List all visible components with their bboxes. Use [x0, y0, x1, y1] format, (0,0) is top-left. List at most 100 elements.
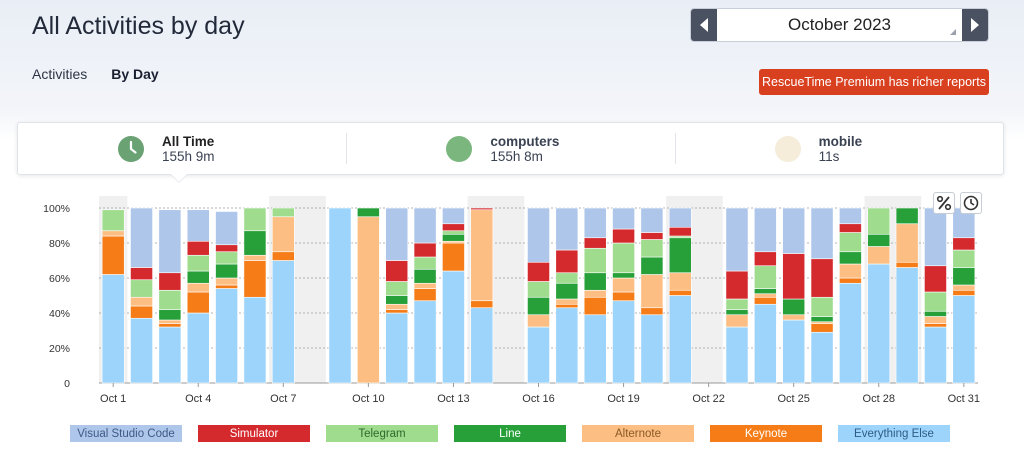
- x-tick-label: Oct 28: [863, 393, 895, 405]
- bar-segment: [215, 284, 238, 289]
- bar-segment: [924, 207, 947, 267]
- bar-segment: [810, 207, 834, 260]
- bar-segment: [413, 282, 437, 289]
- bar-segment: [130, 279, 153, 298]
- bar-segment: [612, 277, 635, 293]
- bar-segment: [810, 258, 834, 298]
- bar-segment: [186, 240, 210, 256]
- legend-item[interactable]: Everything Else: [838, 425, 950, 442]
- bar-segment: [158, 289, 182, 310]
- view-tabs: Activities By Day: [32, 66, 159, 82]
- bar-segment: [271, 207, 295, 218]
- bar-segment: [470, 209, 494, 302]
- bar-segment: [215, 277, 238, 286]
- time-toggle-button[interactable]: [960, 192, 982, 214]
- bar-segment: [328, 207, 352, 384]
- bar-segment: [130, 296, 153, 307]
- bar-segment: [215, 288, 238, 384]
- bar-segment: [895, 267, 919, 384]
- weekend-band: [297, 196, 326, 383]
- bar-segment: [782, 207, 806, 254]
- bar-segment: [442, 207, 465, 225]
- bar-segment: [583, 289, 607, 298]
- chevron-left-icon: [700, 18, 708, 32]
- bar-segment: [782, 319, 806, 384]
- bar-segment: [583, 237, 607, 249]
- bar-segment: [640, 307, 664, 316]
- bar-segment: [839, 207, 862, 225]
- chart-legend: Visual Studio Code Simulator Telegram Line A…: [70, 425, 950, 442]
- bar-segment: [442, 270, 465, 384]
- summary-all-time[interactable]: All Time 155h 9m: [18, 123, 346, 174]
- bar-segment: [158, 323, 182, 328]
- bar-segment: [952, 295, 976, 384]
- summary-value: 11s: [818, 148, 840, 164]
- bar-segment: [583, 247, 607, 274]
- bar-segment: [725, 309, 749, 316]
- bar-segment: [839, 232, 862, 253]
- prev-month-button[interactable]: [691, 9, 717, 41]
- bar-segment: [101, 235, 125, 275]
- premium-reports-button[interactable]: RescueTime Premium has richer reports: [759, 69, 989, 95]
- x-tick-label: Oct 10: [352, 393, 384, 405]
- x-tick-label: Oct 13: [437, 393, 469, 405]
- bar-segment: [158, 309, 182, 321]
- bar-segment: [924, 326, 947, 384]
- bar-segment: [130, 267, 153, 281]
- summary-computers[interactable]: computers 155h 8m: [346, 123, 674, 174]
- summary-label: All Time: [162, 133, 215, 149]
- weekend-band: [495, 196, 525, 383]
- chevron-right-icon: [971, 18, 979, 32]
- bar-segment: [612, 228, 635, 244]
- tab-by-day[interactable]: By Day: [111, 66, 159, 82]
- bar-segment: [186, 270, 210, 284]
- summary-mobile[interactable]: mobile 11s: [674, 123, 1003, 174]
- bar-segment: [555, 207, 579, 251]
- bar-segment: [753, 293, 777, 298]
- summary-value: 155h 9m: [162, 148, 215, 164]
- legend-item[interactable]: Line: [454, 425, 566, 442]
- bar-segment: [753, 265, 777, 289]
- bar-segment: [158, 272, 182, 291]
- legend-item[interactable]: Simulator: [198, 425, 310, 442]
- bar-segment: [527, 281, 550, 298]
- bar-segment: [839, 277, 862, 284]
- mobile-dot-icon: [774, 135, 801, 162]
- bar-segment: [583, 272, 607, 291]
- resize-corner-icon: [950, 29, 956, 35]
- bar-segment: [612, 272, 635, 279]
- bar-segment: [924, 265, 947, 293]
- month-select[interactable]: October 2023: [717, 9, 962, 41]
- bar-segment: [186, 312, 210, 384]
- bar-segment: [924, 310, 947, 317]
- percent-toggle-button[interactable]: [933, 192, 955, 214]
- legend-item[interactable]: Alternote: [582, 425, 694, 442]
- bar-segment: [895, 223, 919, 263]
- bar-segment: [130, 317, 153, 384]
- summary-pointer: [171, 174, 187, 182]
- bar-segment: [243, 260, 267, 298]
- bar-segment: [130, 305, 153, 319]
- clock-icon: [963, 195, 979, 211]
- y-tick-label: 80%: [49, 238, 70, 250]
- bar-segment: [555, 282, 579, 300]
- summary-label: computers: [490, 133, 560, 149]
- bar-segment: [952, 284, 976, 291]
- y-tick-label: 60%: [49, 273, 70, 285]
- bar-segment: [527, 207, 550, 263]
- y-tick-label: 100%: [43, 203, 70, 215]
- next-month-button[interactable]: [962, 9, 988, 41]
- bar-segment: [753, 207, 777, 253]
- bar-segment: [952, 289, 976, 296]
- tab-activities[interactable]: Activities: [32, 66, 88, 82]
- computers-dot-icon: [446, 135, 473, 162]
- bar-segment: [271, 216, 295, 253]
- y-tick-label: 20%: [49, 343, 70, 355]
- legend-item[interactable]: Telegram: [326, 425, 438, 442]
- device-summary: All Time 155h 9m computers 155h 8m mobil…: [17, 122, 1004, 175]
- legend-item[interactable]: Visual Studio Code: [70, 425, 182, 442]
- bar-segment: [101, 274, 125, 384]
- bar-segment: [612, 207, 635, 230]
- legend-item[interactable]: Keynote: [710, 425, 822, 442]
- y-tick-label: 40%: [49, 308, 70, 320]
